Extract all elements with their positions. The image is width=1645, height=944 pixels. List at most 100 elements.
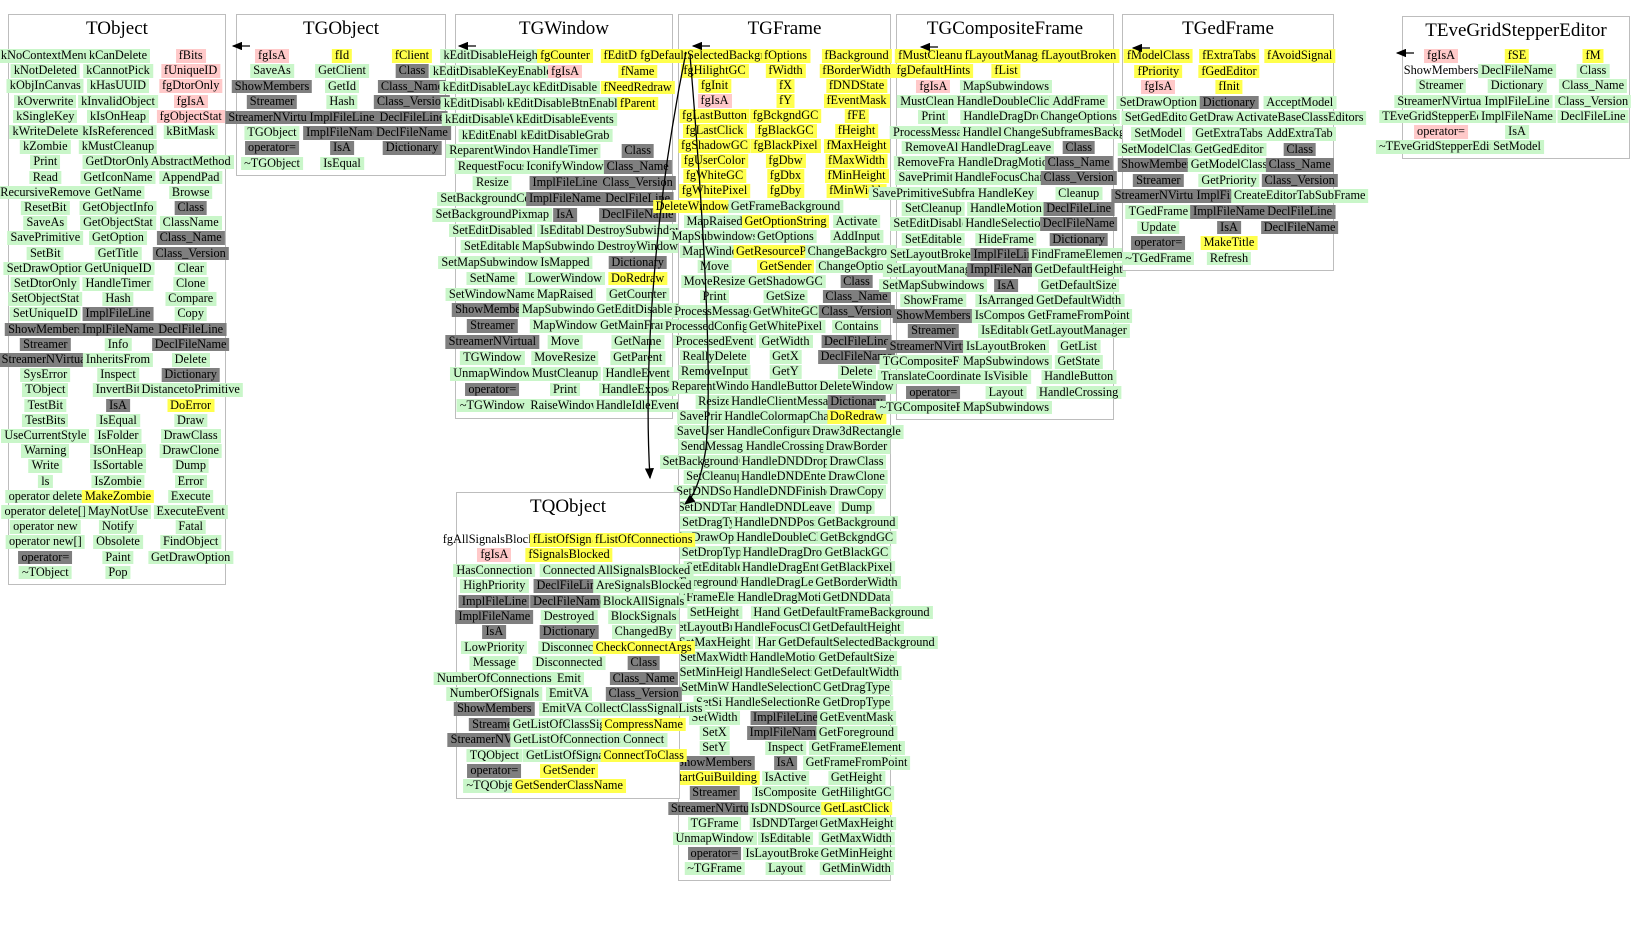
member-cell: Print	[918, 110, 949, 124]
member-cell: RemoveFrame	[894, 156, 973, 170]
member-cell: DeclFileLine	[1043, 201, 1115, 216]
member-cell: Inspect	[764, 741, 807, 755]
member-cell: ProcessMessage	[671, 304, 758, 319]
member-cell: Class_Name	[1044, 156, 1113, 170]
member-cell: SetX	[699, 726, 730, 740]
member-cell: fOptions	[760, 48, 811, 63]
member-cell: Refresh	[1206, 251, 1252, 266]
member-cell: GetObjectInfo	[79, 200, 157, 215]
member-cell: fgBckgndGC	[749, 109, 822, 123]
member-cell: ShowMembers	[1403, 63, 1479, 78]
member-cell: ShowMembers	[893, 309, 974, 323]
member-cell: IsArranged	[975, 293, 1037, 308]
member-cell: GetForeground	[815, 726, 898, 740]
member-cell: RaiseWindow	[527, 398, 603, 413]
member-cell: HandleDoubleClick	[953, 94, 1059, 109]
member-cell: fM	[1582, 48, 1604, 63]
member-cell: AddInput	[829, 229, 884, 244]
member-cell: GetBckgndGC	[816, 530, 897, 545]
member-cell: DeclFileName	[1039, 217, 1118, 231]
member-cell: fgInit	[697, 79, 732, 93]
member-cell: AppendPad	[158, 170, 223, 185]
member-cell: fInit	[1215, 80, 1243, 94]
member-cell: GetSize	[763, 289, 808, 304]
member-cell: SetLayoutManager	[883, 263, 984, 277]
member-cell: ChangeOptions	[815, 259, 898, 274]
member-cell: fUniqueID	[161, 64, 221, 78]
member-cell: SetLayoutBroken	[886, 247, 980, 262]
member-cell: IsA	[1217, 220, 1241, 235]
member-cell: IsEditable	[537, 223, 593, 238]
member-cell: fgAllSignalsBlocked	[442, 532, 546, 546]
member-cell: kCannotPick	[83, 64, 153, 78]
member-cell: Class_Name	[156, 231, 225, 245]
member-cell: IsEqual	[96, 413, 140, 428]
member-cell: IconifyWindow	[523, 160, 607, 174]
member-cell: IsLayoutBroken	[742, 846, 829, 861]
member-cell: IsA	[330, 141, 354, 155]
member-cell: ~TGedFrame	[1122, 251, 1195, 266]
class-box-tgframe: TGFrame fgDefaultSelectedBackground fOptio…	[637, 14, 938, 881]
member-cell: fgObjectStat	[156, 109, 225, 124]
member-cell: SetGedEditor	[1121, 111, 1195, 125]
member-cell: BlockAllSignals	[600, 594, 688, 609]
member-cell: Class_Version	[1261, 173, 1338, 188]
member-cell: GetName	[611, 335, 665, 349]
member-cell: operator delete[]	[1, 504, 90, 519]
member-cell: DoError	[167, 398, 215, 413]
member-cell: ShowFrame	[900, 293, 967, 308]
member-cell: DistancetoPrimitive	[138, 383, 243, 397]
member-cell: Print	[550, 382, 580, 397]
member-cell: fParent	[616, 96, 659, 111]
member-cell: Dictionary	[827, 395, 886, 409]
member-cell: IsEditable	[757, 831, 814, 846]
member-cell: AreSignalsBlocked	[592, 579, 695, 593]
member-cell: StreamerNVirtual	[225, 110, 319, 125]
member-cell: TObject	[22, 383, 69, 397]
member-cell: SetMapSubwindows	[438, 255, 547, 270]
member-cell: HandleTimer	[529, 144, 601, 158]
member-cell: HandleDNDDrop	[738, 455, 833, 469]
member-cell: HandleDragMotion	[734, 590, 837, 605]
member-cell: GetMinWidth	[819, 861, 894, 876]
member-cell: GetDefaultWidth	[1033, 293, 1125, 308]
member-cell: NumberOfConnections	[433, 671, 555, 686]
member-cell: GetOptionString	[741, 214, 830, 229]
member-cell: fBits	[175, 48, 206, 63]
member-cell: GetFrameFromPoint	[802, 756, 911, 770]
member-cell: SetCleanup	[901, 201, 965, 216]
member-cell: IsDNDSource	[747, 801, 824, 815]
member-cell: SetHeight	[686, 605, 743, 620]
member-cell: fLayoutBroken	[1038, 48, 1120, 63]
member-cell: SetModel	[1490, 140, 1544, 154]
member-cell: kHasUUID	[86, 79, 150, 93]
member-cell: HideFrame	[975, 232, 1037, 247]
member-cell: TranslateCoordinates	[877, 370, 989, 384]
member-cell: Clear	[174, 261, 207, 276]
member-cell: IsEqual	[320, 156, 364, 171]
member-cell: ShowMembers	[1118, 158, 1199, 172]
member-cell: GetListOfClassSignals	[509, 717, 629, 732]
member-cell: GetDefaultHeight	[1031, 263, 1126, 277]
member-cell: GetDrawOption	[148, 550, 234, 565]
member-cell: DeleteWindow	[816, 380, 897, 394]
member-cell: Class_Version	[152, 246, 229, 261]
member-cell: kSingleKey	[13, 109, 78, 124]
member-cell: SetDrawOption	[1116, 95, 1200, 110]
member-cell: GetUniqueID	[81, 261, 155, 276]
member-cell: GetDropType	[819, 696, 894, 710]
member-cell: HandleExpose	[598, 382, 677, 397]
member-cell: kWriteDelete	[9, 124, 82, 139]
member-cell: AddExtraTab	[1263, 126, 1336, 141]
member-cell: Write	[28, 459, 63, 473]
member-cell: GetY	[769, 365, 802, 379]
member-cell: ImplFileName	[526, 192, 604, 206]
member-cell: ReparentWindow	[446, 144, 539, 158]
member-cell: GetMaxWidth	[818, 831, 895, 846]
member-cell: IsZombie	[91, 474, 145, 489]
member-cell: fgIsA	[547, 64, 583, 79]
member-cell: SetDtorOnly	[10, 276, 80, 291]
member-cell: HandleDNDPosition	[731, 515, 840, 530]
member-cell: Move	[697, 259, 732, 274]
member-cell: DoRedraw	[608, 271, 668, 286]
